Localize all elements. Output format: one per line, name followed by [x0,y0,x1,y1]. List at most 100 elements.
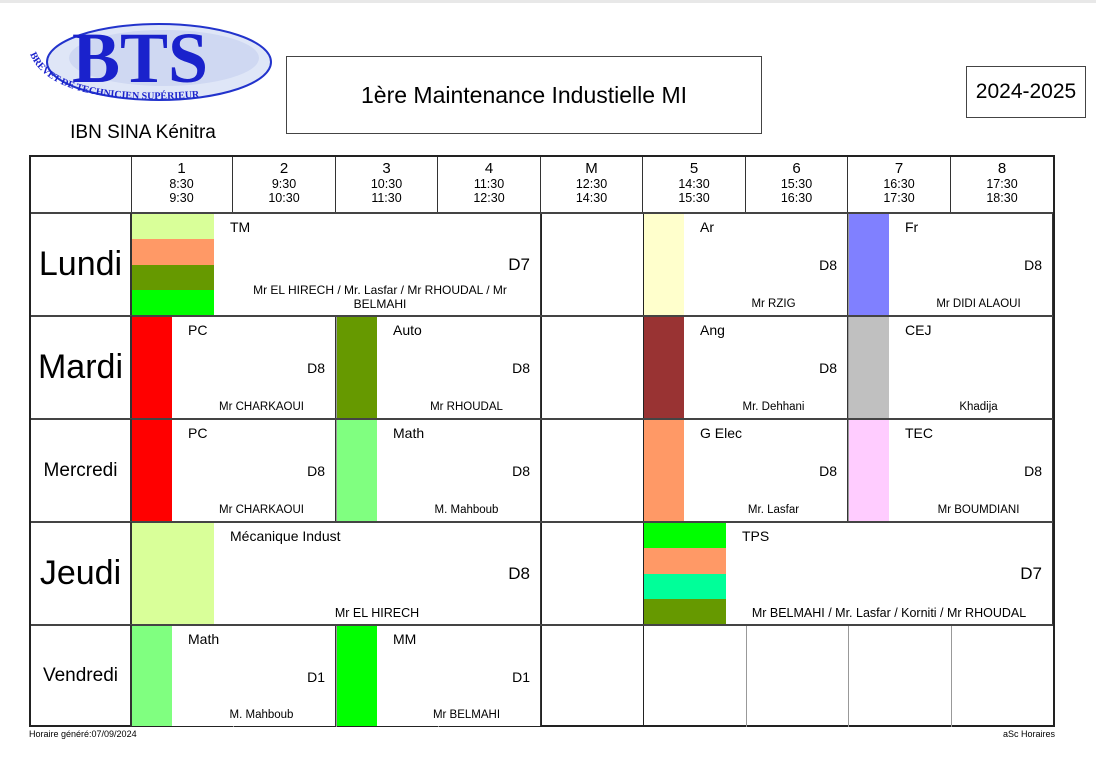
lesson-subject: TM [230,219,251,235]
color-stripe [132,214,214,240]
period-header: 8 17:30 18:30 [951,157,1053,213]
color-stripe [849,214,889,315]
lesson-card[interactable]: Auto D8 Mr RHOUDAL [337,317,541,418]
lesson-room: D8 [307,463,325,479]
period-number: 2 [279,160,289,177]
lesson-room: D8 [512,360,530,376]
color-stripe [644,598,726,624]
subject-color-bar [132,420,172,521]
period-start: 8:30 [169,177,194,191]
row-divider [31,521,1053,523]
lesson-subject: Ar [700,219,714,235]
day-label-mercredi: Mercredi [31,419,132,522]
grid-divider [336,213,337,727]
subject-color-bar [337,420,377,521]
period-end: 15:30 [678,191,710,205]
color-stripe [644,420,684,521]
period-end: 16:30 [780,191,813,205]
period-start: 15:30 [780,177,813,191]
period-header: 7 16:30 17:30 [848,157,951,213]
period-number: M [585,160,598,177]
lesson-teacher: Mr RZIG [751,298,796,310]
lesson-card[interactable]: Math D1 M. Mahboub [132,626,336,726]
color-stripe [849,317,889,418]
period-start: 10:30 [370,177,403,191]
lesson-teacher: Mr BELMAHI [432,709,501,721]
lesson-card[interactable]: TPS D7 Mr BELMAHI / Mr. Lasfar / Korniti /… [644,523,1053,624]
top-edge [0,0,1096,3]
period-number: 7 [894,160,904,177]
lesson-subject: G Elec [700,425,743,441]
period-header: M 12:30 14:30 [541,157,643,213]
grid-divider [541,213,542,727]
lesson-card[interactable]: MM D1 Mr BELMAHI [337,626,541,726]
lesson-card[interactable]: PC D8 Mr CHARKAOUI [132,317,336,418]
color-stripe [644,523,726,549]
period-end: 14:30 [575,191,608,205]
period-start: 11:30 [473,177,505,191]
lesson-teacher: Mr CHARKAOUI [219,401,304,413]
lesson-card[interactable]: PC D8 Mr CHARKAOUI [132,420,336,521]
subject-color-bar [132,317,172,418]
period-end: 12:30 [473,191,505,205]
period-start: 17:30 [986,177,1018,191]
lesson-teacher: Mr BOUMDIANI [937,504,1020,516]
color-stripe [849,420,889,521]
color-stripe [337,626,377,726]
row-divider [31,418,1053,420]
lesson-room: D8 [512,463,530,479]
color-stripe [132,317,172,418]
school-name: IBN SINA Kénitra [70,122,216,143]
lesson-room: D8 [508,564,530,583]
lesson-card[interactable]: Ang D8 Mr. Dehhani [644,317,848,418]
lesson-room: D7 [508,255,530,274]
lesson-card[interactable]: TEC D8 Mr BOUMDIANI [849,420,1053,521]
lesson-subject: Fr [905,219,919,235]
subject-color-bar [644,317,684,418]
day-label-vendredi: Vendredi [31,625,132,727]
period-number: 4 [484,160,494,177]
period-end: 9:30 [169,191,194,205]
row-divider [31,315,1053,317]
period-start: 16:30 [883,177,915,191]
lesson-room: D8 [819,463,837,479]
lesson-subject: PC [188,322,208,338]
lesson-room: D8 [307,360,325,376]
corner-cell [31,157,132,213]
subject-color-bar [644,523,726,624]
period-number: 6 [792,160,801,177]
lesson-teacher: Mr. Lasfar [747,504,800,516]
period-number: 8 [997,160,1007,177]
software-credit: aSc Horaires [1002,729,1055,739]
lesson-teacher: Mr DIDI ALAOUI [936,298,1021,310]
grid-divider [848,213,849,727]
row-divider [31,624,1053,626]
lesson-card[interactable]: TM D7 Mr EL HIRECH / Mr. Lasfar / Mr RHOUD… [132,214,541,315]
lesson-subject: CEJ [905,322,932,338]
lesson-card[interactable]: Math D8 M. Mahboub [337,420,541,521]
lesson-card[interactable]: CEJ Khadija [849,317,1053,418]
lesson-room: D8 [1024,257,1042,273]
svg-text:BTS: BTS [72,18,208,98]
color-stripe [337,420,377,521]
lesson-subject: Mécanique Indust [230,528,341,544]
lesson-subject: PC [188,425,208,441]
lesson-card[interactable]: Ar D8 Mr RZIG [644,214,848,315]
lesson-card[interactable]: Fr D8 Mr DIDI ALAOUI [849,214,1053,315]
lesson-subject: TPS [742,528,770,544]
lesson-card[interactable]: G Elec D8 Mr. Lasfar [644,420,848,521]
lesson-teacher: Mr EL HIRECH [334,606,420,620]
period-end: 11:30 [371,191,402,205]
lesson-room: D1 [307,669,325,685]
bts-logo: BTS BREVET DE TECHNICIEN SUPÉRIEUR [24,14,274,118]
period-start: 14:30 [678,177,710,191]
color-stripe [132,289,214,315]
period-start: 9:30 [271,177,297,191]
period-number: 1 [177,160,186,177]
lesson-teacher: Mr. Dehhani [742,401,805,413]
lesson-card[interactable]: Mécanique Indust D8 Mr EL HIRECH [132,523,541,624]
lesson-teacher: Mr BELMAHI / Mr. Lasfar / Korniti / Mr R… [751,606,1027,620]
color-stripe [644,548,726,574]
lesson-room: D1 [512,669,530,685]
generated-date: Horaire généré:07/09/2024 [29,729,137,739]
